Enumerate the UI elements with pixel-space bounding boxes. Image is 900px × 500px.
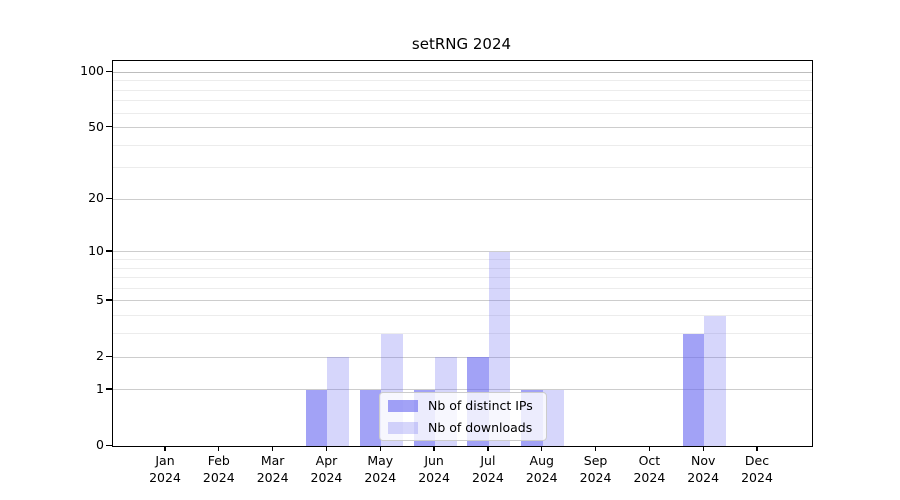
gridline-major-y100 bbox=[113, 71, 812, 73]
y-tick-mark-5 bbox=[106, 299, 112, 301]
legend: Nb of distinct IPs Nb of downloads bbox=[379, 392, 547, 441]
x-tick-year: 2024 bbox=[687, 469, 720, 485]
legend-swatch-distinct-ips bbox=[388, 399, 418, 412]
gridline-major-y50 bbox=[113, 127, 812, 129]
x-tick-year: 2024 bbox=[310, 469, 343, 485]
x-tick-year: 2024 bbox=[579, 469, 612, 485]
bar-downloads-aug bbox=[542, 389, 565, 446]
legend-label-downloads: Nb of downloads bbox=[428, 420, 533, 435]
gridline-major-y20 bbox=[113, 198, 812, 200]
y-tick-mark-0 bbox=[106, 444, 112, 446]
gridline-minor-y6 bbox=[113, 287, 812, 289]
legend-label-distinct-ips: Nb of distinct IPs bbox=[428, 398, 533, 413]
x-tick-mark-aug bbox=[541, 446, 543, 451]
x-tick-year: 2024 bbox=[741, 469, 773, 485]
x-tick-label-jun: Jun 2024 bbox=[394, 453, 474, 486]
bar-downloads-nov bbox=[704, 315, 726, 446]
x-tick-month: May bbox=[367, 453, 394, 468]
plot-area: Nb of distinct IPs Nb of downloads bbox=[112, 60, 813, 447]
x-tick-year: 2024 bbox=[149, 469, 181, 485]
x-tick-mark-jul bbox=[487, 446, 489, 451]
x-tick-year: 2024 bbox=[525, 469, 558, 485]
x-tick-label-dec: Dec 2024 bbox=[717, 453, 797, 486]
x-tick-mark-may bbox=[379, 446, 381, 451]
y-tick-label-2: 2 bbox=[96, 348, 104, 364]
x-tick-label-aug: Aug 2024 bbox=[502, 453, 582, 486]
x-tick-label-may: May 2024 bbox=[340, 453, 420, 486]
x-tick-mark-apr bbox=[325, 446, 328, 451]
x-tick-month: Dec bbox=[744, 453, 770, 468]
x-tick-month: Nov bbox=[690, 453, 716, 468]
gridline-minor-y30 bbox=[113, 167, 812, 169]
gridline-minor-y9 bbox=[113, 259, 812, 260]
y-tick-mark-20 bbox=[106, 197, 112, 200]
y-tick-label-50: 50 bbox=[88, 118, 104, 134]
gridline-minor-y8 bbox=[113, 267, 812, 269]
x-tick-label-apr: Apr 2024 bbox=[286, 453, 366, 486]
x-tick-month: Apr bbox=[315, 453, 338, 468]
gridline-major-y1 bbox=[113, 389, 812, 391]
legend-swatch-downloads bbox=[388, 421, 418, 434]
gridline-minor-y60 bbox=[113, 112, 812, 114]
x-tick-mark-sep bbox=[594, 446, 597, 451]
y-tick-label-1: 1 bbox=[96, 380, 104, 396]
bar-downloads-apr bbox=[327, 357, 349, 446]
gridline-major-y5 bbox=[113, 300, 812, 302]
y-tick-label-5: 5 bbox=[96, 291, 104, 307]
x-tick-mark-oct bbox=[648, 446, 651, 451]
gridline-minor-y70 bbox=[113, 100, 812, 102]
x-tick-mark-mar bbox=[271, 446, 274, 451]
x-tick-mark-dec bbox=[756, 446, 758, 451]
x-tick-mark-jan bbox=[164, 446, 166, 451]
x-tick-year: 2024 bbox=[202, 469, 235, 485]
x-tick-label-mar: Mar 2024 bbox=[233, 453, 313, 486]
x-tick-year: 2024 bbox=[633, 469, 666, 485]
x-tick-year: 2024 bbox=[364, 469, 397, 485]
gridline-minor-y40 bbox=[113, 144, 812, 146]
y-tick-label-0: 0 bbox=[96, 437, 104, 452]
x-tick-month: Jun bbox=[424, 453, 444, 468]
x-tick-mark-jun bbox=[433, 446, 435, 451]
x-tick-label-feb: Feb 2024 bbox=[179, 453, 259, 486]
y-tick-label-10: 10 bbox=[88, 242, 104, 258]
x-tick-month: Jul bbox=[480, 453, 496, 468]
gridline-minor-y7 bbox=[113, 277, 812, 279]
x-tick-label-jan: Jan 2024 bbox=[125, 453, 205, 486]
legend-row-distinct-ips: Nb of distinct IPs bbox=[380, 398, 546, 413]
gridline-minor-y3 bbox=[113, 333, 812, 335]
gridline-major-y10 bbox=[113, 251, 812, 253]
x-tick-label-sep: Sep 2024 bbox=[556, 453, 636, 486]
x-tick-month: Feb bbox=[207, 453, 230, 468]
gridline-major-y2 bbox=[113, 356, 812, 358]
y-tick-mark-1 bbox=[106, 388, 112, 390]
bar-distinct-ips-apr bbox=[305, 389, 328, 446]
bar-distinct-ips-nov bbox=[682, 333, 705, 446]
chart-title: setRNG 2024 bbox=[411, 35, 512, 53]
x-tick-month: Aug bbox=[529, 453, 554, 468]
y-tick-mark-2 bbox=[106, 355, 112, 357]
x-tick-mark-nov bbox=[702, 446, 704, 451]
gridline-minor-y4 bbox=[113, 315, 812, 317]
y-tick-mark-50 bbox=[106, 126, 112, 128]
gridline-minor-y90 bbox=[113, 80, 812, 82]
x-tick-month: Oct bbox=[638, 453, 661, 468]
x-tick-year: 2024 bbox=[472, 469, 504, 485]
x-tick-label-nov: Nov 2024 bbox=[663, 453, 743, 486]
y-tick-label-20: 20 bbox=[88, 190, 104, 206]
x-tick-month: Mar bbox=[260, 453, 285, 468]
x-tick-year: 2024 bbox=[256, 469, 289, 485]
legend-row-downloads: Nb of downloads bbox=[380, 420, 546, 435]
y-tick-label-100: 100 bbox=[80, 63, 104, 79]
x-tick-month: Jan bbox=[155, 453, 175, 468]
x-tick-label-oct: Oct 2024 bbox=[609, 453, 689, 486]
gridline-minor-y80 bbox=[113, 89, 812, 91]
x-tick-label-jul: Jul 2024 bbox=[448, 453, 528, 486]
x-tick-year: 2024 bbox=[418, 469, 450, 485]
x-tick-month: Sep bbox=[583, 453, 608, 468]
y-tick-mark-10 bbox=[106, 250, 112, 252]
y-tick-mark-100 bbox=[106, 70, 112, 72]
bar-distinct-ips-may bbox=[359, 389, 382, 446]
x-tick-mark-feb bbox=[218, 446, 220, 451]
